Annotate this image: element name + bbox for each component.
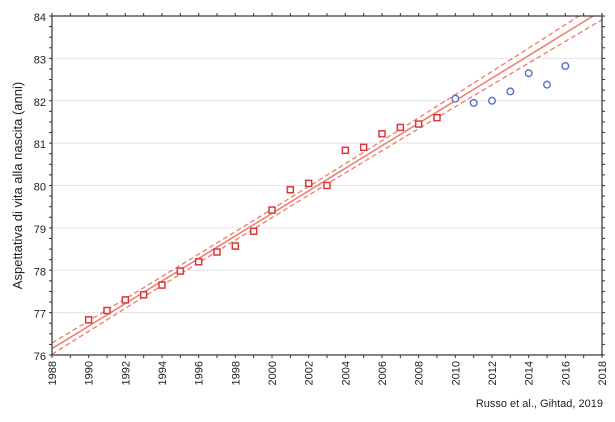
x-tick-label: 1994 [157, 361, 169, 385]
y-tick-label: 83 [34, 54, 46, 66]
y-tick-label: 79 [34, 224, 46, 236]
x-tick-label: 2010 [450, 361, 462, 385]
data-point-square [341, 146, 350, 155]
data-point-square [414, 120, 423, 128]
data-point-square [194, 258, 203, 266]
x-tick-label: 1998 [230, 361, 242, 385]
y-tick-label: 77 [34, 309, 46, 321]
data-point-square [304, 179, 313, 188]
x-tick-label: 2004 [340, 361, 352, 385]
y-axis-label: Aspettativa di vita alla nascita (anni) [10, 82, 25, 289]
data-point-square [433, 113, 441, 122]
plot-frame [51, 15, 603, 356]
data-point-square [231, 242, 240, 250]
x-tick-label: 2018 [597, 361, 609, 385]
x-tick-label: 2006 [377, 361, 389, 385]
data-point-square [268, 206, 276, 214]
y-tick-label: 80 [34, 182, 46, 194]
x-tick-label: 1996 [194, 361, 206, 385]
data-point-square [396, 123, 405, 132]
data-point-circle [506, 87, 515, 96]
data-point-circle [561, 62, 570, 71]
data-point-circle [543, 80, 552, 89]
x-tick-label: 1990 [84, 361, 96, 385]
x-tick-label: 1988 [47, 361, 59, 385]
data-point-square [103, 306, 111, 315]
data-point-square [158, 281, 166, 289]
data-point-square [249, 227, 258, 236]
x-tick-label: 2008 [414, 361, 426, 385]
data-point-circle [524, 69, 533, 78]
x-tick-label: 2014 [524, 361, 536, 385]
source-caption: Russo et al., Gihtad, 2019 [475, 398, 603, 410]
y-tick-label: 84 [34, 12, 46, 24]
data-point-square [213, 248, 221, 256]
data-point-square [359, 143, 368, 152]
y-tick-label: 81 [34, 139, 46, 151]
y-tick-label: 76 [34, 351, 46, 363]
data-point-square [286, 185, 295, 194]
x-tick-label: 2000 [267, 361, 279, 385]
ci-upper-line [52, 16, 581, 344]
data-point-circle [451, 94, 460, 103]
y-tick-label: 78 [34, 266, 46, 278]
x-tick-label: 2002 [304, 361, 316, 385]
y-tick-label: 82 [34, 97, 46, 109]
x-tick-label: 2016 [560, 361, 572, 385]
data-point-square [378, 130, 386, 138]
x-tick-label: 1992 [120, 361, 132, 385]
x-tick-label: 2012 [487, 361, 499, 385]
regression-line [52, 16, 595, 350]
data-point-square [323, 181, 331, 190]
data-point-square [139, 291, 148, 299]
data-point-square [121, 296, 130, 304]
data-point-square [176, 267, 185, 275]
data-point-circle [469, 98, 478, 107]
data-point-circle [488, 96, 497, 105]
data-point-square [84, 316, 93, 324]
